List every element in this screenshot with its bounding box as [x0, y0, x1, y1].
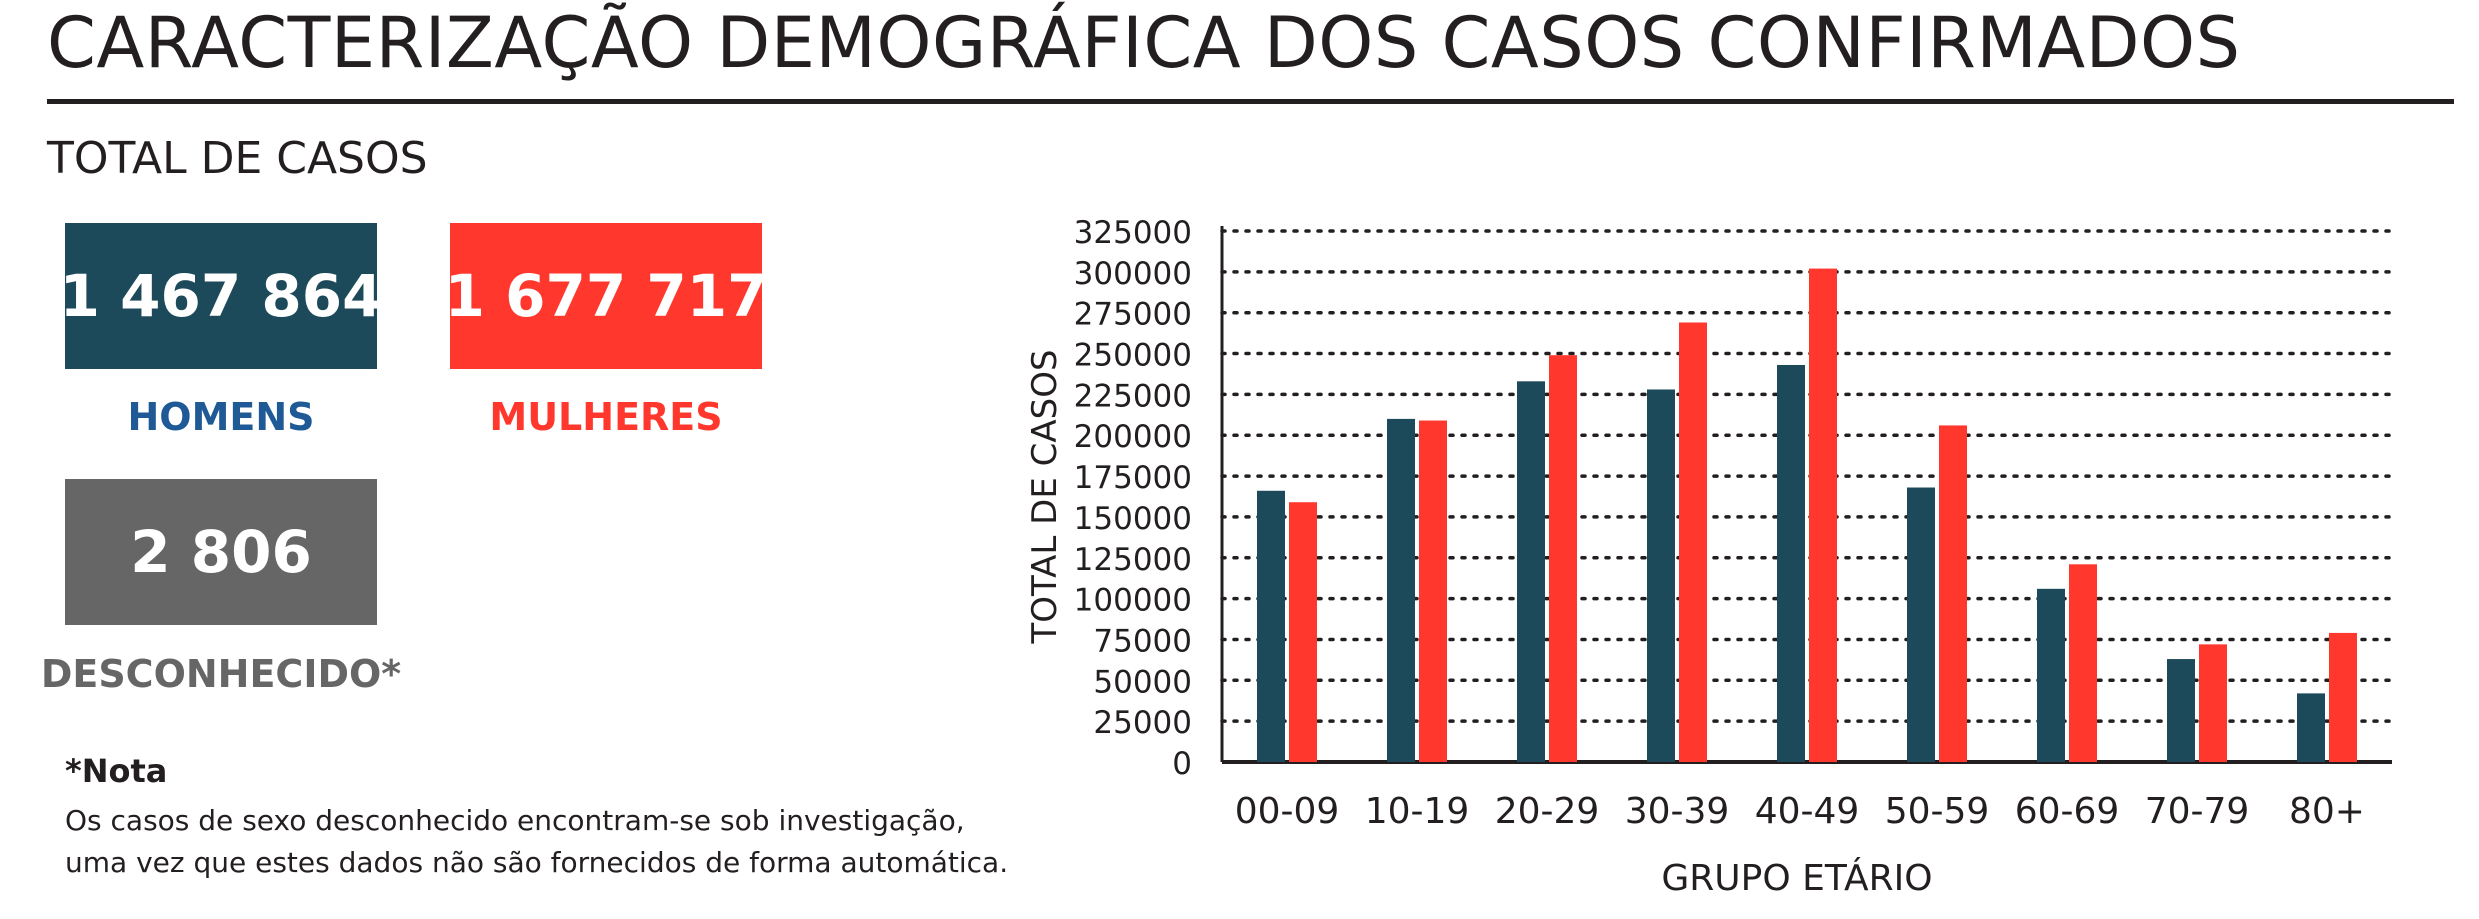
y-tick-label: 175000 — [1074, 460, 1192, 496]
note-title: *Nota — [65, 752, 168, 790]
bar-series-2 — [1809, 268, 1837, 762]
unknown-total-value: 2 806 — [130, 518, 312, 586]
note-line: uma vez que estes dados não são fornecid… — [65, 846, 1009, 879]
y-tick-label: 325000 — [1074, 215, 1192, 251]
bar-series-2 — [1289, 502, 1317, 762]
y-tick-label: 25000 — [1093, 705, 1192, 741]
y-tick-label: 0 — [1172, 746, 1192, 782]
y-axis-title: TOTAL DE CASOS — [1025, 349, 1065, 644]
bar-series-2 — [1549, 355, 1577, 762]
y-tick-label: 75000 — [1093, 623, 1192, 659]
bar-series-2 — [2069, 564, 2097, 762]
bar-series-1 — [1907, 487, 1935, 762]
bar-series-1 — [1647, 389, 1675, 762]
women-total-value: 1 677 717 — [444, 262, 768, 330]
bar-series-1 — [1517, 381, 1545, 762]
x-tick-label: 10-19 — [1365, 791, 1470, 832]
men-label: HOMENS — [127, 395, 315, 439]
total-cases-heading: TOTAL DE CASOS — [47, 133, 428, 184]
y-tick-label: 250000 — [1074, 338, 1192, 374]
women-label: MULHERES — [489, 395, 723, 439]
y-tick-label: 200000 — [1074, 419, 1192, 455]
x-tick-label: 40-49 — [1755, 791, 1860, 832]
x-tick-label: 50-59 — [1885, 791, 1990, 832]
x-axis-title: GRUPO ETÁRIO — [1661, 857, 1932, 899]
title-divider — [47, 99, 2454, 104]
y-tick-label: 125000 — [1074, 542, 1192, 578]
bar-series-2 — [1679, 322, 1707, 762]
note-line: Os casos de sexo desconhecido encontram-… — [65, 804, 965, 837]
unknown-label: DESCONHECIDO* — [40, 652, 402, 696]
bar-series-2 — [2329, 632, 2357, 762]
y-tick-label: 50000 — [1093, 664, 1192, 700]
y-tick-label: 100000 — [1074, 583, 1192, 619]
x-tick-label: 20-29 — [1495, 791, 1600, 832]
unknown-total-card: 2 806 — [65, 479, 377, 625]
bar-series-2 — [1939, 425, 1967, 762]
x-tick-label: 60-69 — [2015, 791, 2120, 832]
bar-series-1 — [2037, 588, 2065, 762]
x-tick-label: 00-09 — [1235, 791, 1340, 832]
x-tick-label: 30-39 — [1625, 791, 1730, 832]
y-tick-label: 300000 — [1074, 256, 1192, 292]
bar-series-1 — [1777, 364, 1805, 762]
men-total-value: 1 467 864 — [59, 262, 383, 330]
bar-series-1 — [2167, 659, 2195, 762]
bar-series-1 — [1387, 418, 1415, 762]
bar-series-1 — [1257, 490, 1285, 762]
x-tick-label: 80+ — [2289, 791, 2365, 832]
bar-series-2 — [2199, 644, 2227, 762]
y-tick-label: 150000 — [1074, 501, 1192, 537]
y-tick-label: 275000 — [1074, 297, 1192, 333]
page-title: CARACTERIZAÇÃO DEMOGRÁFICA DOS CASOS CON… — [47, 2, 2241, 84]
x-tick-label: 70-79 — [2145, 791, 2250, 832]
men-total-card: 1 467 864 — [60, 223, 382, 369]
bar-series-1 — [2297, 693, 2325, 762]
bar-series-2 — [1419, 420, 1447, 762]
women-total-card: 1 677 717 — [445, 223, 767, 369]
y-tick-label: 225000 — [1074, 378, 1192, 414]
note-text: Os casos de sexo desconhecido encontram-… — [65, 800, 1008, 884]
age-group-bar-chart: 0 25000 50000 75000 100000 125000 150000 175000… — [1025, 215, 2394, 899]
